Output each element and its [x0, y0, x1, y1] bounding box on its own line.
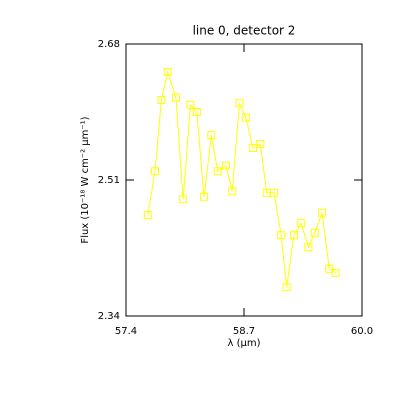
data-point [289, 231, 298, 240]
data-point [235, 99, 244, 108]
y-tick-label: 2.34 [98, 311, 120, 322]
data-point [207, 131, 216, 140]
x-tick-label: 57.4 [115, 326, 137, 337]
data-point [157, 96, 166, 104]
data-point [192, 108, 201, 116]
y-tick-label: 2.68 [98, 39, 120, 50]
data-point [213, 167, 222, 176]
data-point [269, 188, 278, 197]
chart-title: line 0, detector 2 [193, 24, 296, 38]
data-point [256, 140, 265, 148]
y-axis-label: Flux (10⁻¹⁸ W cm⁻² μm⁻¹) [80, 116, 91, 243]
data-point [310, 228, 319, 237]
data-line [147, 70, 336, 288]
data-point [221, 161, 230, 170]
data-point [297, 219, 306, 228]
data-point [171, 93, 180, 102]
data-point [200, 192, 209, 201]
data-point [151, 167, 160, 176]
data-point [179, 195, 188, 204]
data-point [241, 113, 250, 122]
data-point [228, 187, 237, 196]
x-axis-label: λ (μm) [227, 338, 260, 349]
y-tick-label: 2.51 [98, 175, 120, 186]
data-point [277, 231, 286, 240]
x-tick-label: 60.0 [351, 326, 373, 337]
data-point [304, 243, 313, 252]
data-point [331, 268, 340, 277]
data-point [143, 211, 152, 220]
data-point [186, 100, 195, 109]
x-tick-label: 58.7 [233, 326, 255, 337]
data-point [163, 68, 172, 76]
data-point [282, 283, 291, 292]
data-point [318, 208, 327, 217]
